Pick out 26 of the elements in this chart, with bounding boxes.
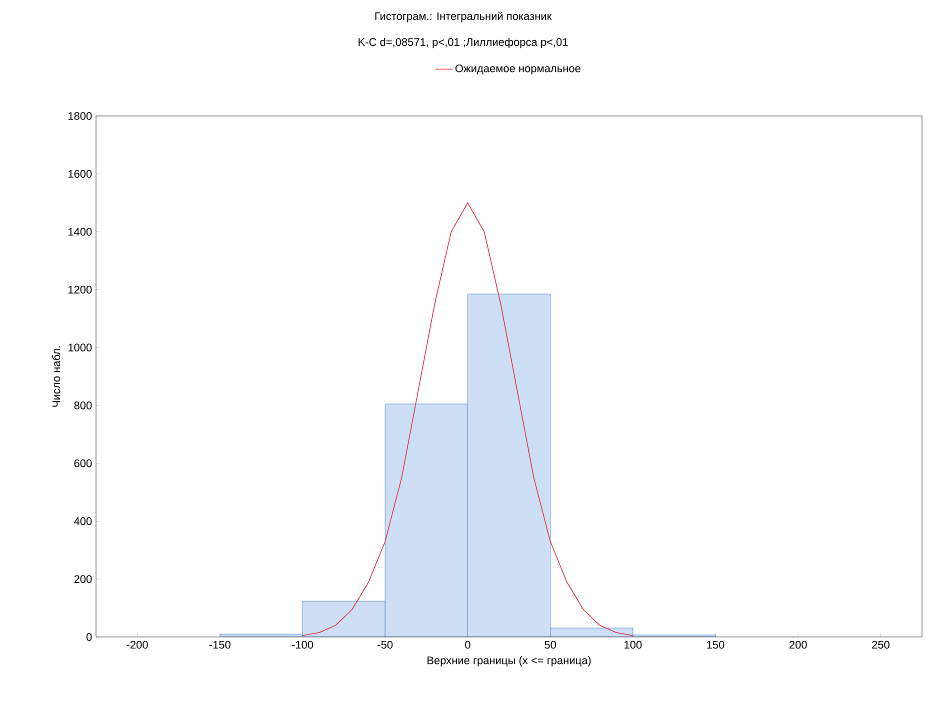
x-axis-title: Верхние границы (x <= граница): [428, 656, 591, 666]
x-tick-label: -150: [209, 640, 230, 649]
y-tick-label: 1800: [68, 112, 92, 120]
chart-title: Гистограм.: Інтегральний показник: [375, 12, 552, 22]
y-tick-label: 1400: [68, 228, 92, 236]
x-tick-label: -50: [378, 640, 393, 649]
x-tick-label: 50: [544, 640, 556, 649]
y-axis-title: Число набл.: [52, 346, 60, 407]
x-tick-label: 200: [789, 640, 807, 649]
y-tick-label: 400: [74, 517, 92, 526]
chart-subtitle: K-C d=,08571, p<,01 ;Лиллиефорса p<,01: [358, 38, 568, 48]
y-tick-label: 1600: [68, 170, 92, 178]
y-tick-label: 200: [74, 575, 92, 583]
x-tick-label: -200: [126, 640, 148, 649]
line-series: [302, 202, 634, 636]
y-tick-label: 800: [74, 402, 92, 410]
y-tick-label: 1200: [68, 286, 92, 294]
y-tick-label: 0: [86, 633, 92, 641]
x-tick-label: 250: [872, 640, 890, 649]
y-tick-label: 1000: [68, 344, 92, 352]
x-tick-label: 100: [624, 640, 642, 649]
x-tick-label: 150: [707, 640, 724, 649]
y-tick-label: 600: [74, 459, 92, 468]
legend-label: Ожидаемое нормальное: [455, 64, 580, 74]
x-tick-label: 0: [465, 640, 470, 649]
x-tick-label: -100: [292, 640, 314, 649]
